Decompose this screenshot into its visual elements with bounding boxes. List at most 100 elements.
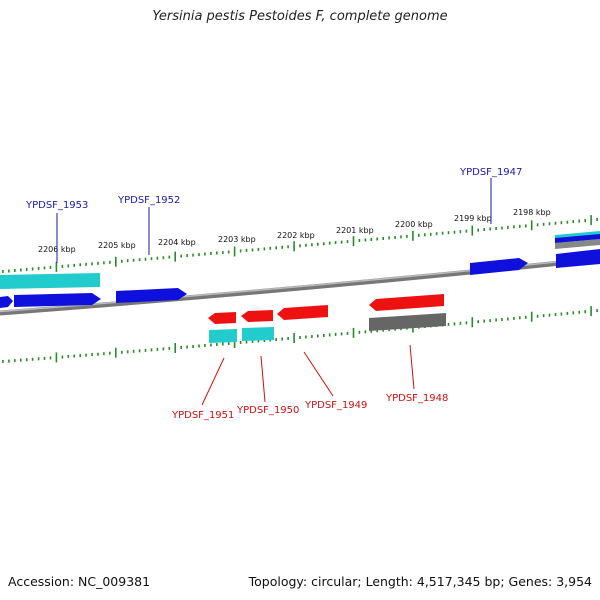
tick-minor	[501, 226, 503, 230]
reverse-gene-1950[interactable]	[241, 310, 273, 322]
tick-minor	[596, 309, 598, 313]
tick-minor	[168, 255, 171, 259]
cyan-gene-1951[interactable]	[209, 329, 237, 343]
reverse-gene-1949[interactable]	[277, 305, 328, 320]
tick-minor	[79, 263, 81, 267]
tick-minor	[317, 242, 319, 246]
tick-minor	[299, 336, 301, 339]
gene-label-1953[interactable]: YPDSF_1953	[25, 200, 88, 211]
tick-minor	[536, 314, 539, 318]
reverse-gene-1948[interactable]	[369, 294, 444, 311]
reverse-gene-1951[interactable]	[208, 312, 236, 324]
tick-minor	[477, 320, 479, 324]
tick-minor	[376, 237, 378, 241]
forward-gene-1952[interactable]	[116, 288, 187, 303]
tick-minor	[61, 264, 64, 268]
tick-minor	[578, 310, 580, 314]
tick-major	[233, 338, 236, 348]
tick-major	[55, 352, 58, 363]
tick-minor	[287, 337, 289, 340]
top-tick-track	[2, 215, 598, 273]
cyan-gene-1950[interactable]	[242, 327, 274, 341]
tick-minor	[477, 228, 479, 232]
callout-line-1951	[201, 357, 225, 406]
tick-minor	[222, 251, 224, 254]
tick-minor	[210, 343, 212, 347]
tick-minor	[376, 329, 378, 333]
tick-minor	[453, 322, 456, 326]
tick-minor	[578, 219, 580, 223]
gray-gene-right-top[interactable]	[555, 239, 600, 249]
forward-gene-right-edge[interactable]	[556, 249, 600, 268]
tick-major	[471, 225, 474, 236]
tick-minor	[31, 357, 34, 361]
tick-minor	[25, 267, 28, 271]
tick-minor	[424, 233, 426, 237]
tick-minor	[584, 310, 586, 314]
gene-label-1950[interactable]: YPDSF_1950	[236, 405, 299, 416]
tick-minor	[317, 334, 319, 338]
tick-minor	[340, 332, 343, 336]
gene-label-1949[interactable]: YPDSF_1949	[304, 400, 367, 411]
tick-minor	[150, 257, 153, 261]
forward-gene-left-stub[interactable]	[0, 296, 13, 308]
gray-gene-1948[interactable]	[369, 313, 446, 331]
forward-gene-1947[interactable]	[470, 258, 528, 275]
forward-gene-right-top[interactable]	[555, 234, 600, 243]
kbp-label-2200: 2200 kbp	[395, 220, 433, 229]
tick-minor	[406, 234, 408, 238]
tick-minor	[388, 236, 390, 240]
tick-minor	[364, 330, 367, 334]
tick-minor	[311, 335, 313, 338]
tick-minor	[305, 335, 307, 339]
tick-minor	[14, 269, 16, 272]
tick-minor	[97, 352, 99, 356]
tick-minor	[192, 253, 194, 257]
tick-minor	[370, 329, 373, 333]
tick-major	[174, 343, 176, 353]
tick-minor	[334, 332, 337, 336]
tick-minor	[429, 232, 432, 236]
tick-minor	[269, 246, 272, 250]
tick-major	[293, 333, 295, 343]
tick-minor	[513, 316, 515, 320]
tick-major	[115, 256, 117, 267]
tick-minor	[400, 235, 402, 239]
gene-label-1947[interactable]: YPDSF_1947	[459, 167, 522, 178]
gene-label-1948[interactable]: YPDSF_1948	[385, 393, 448, 404]
kbp-label-2201: 2201 kbp	[336, 226, 374, 235]
forward-gene-1953[interactable]	[14, 293, 101, 307]
genome-title: Yersinia pestis Pestoides F, complete ge…	[152, 9, 448, 24]
tick-minor	[507, 317, 509, 321]
tick-minor	[43, 266, 46, 270]
tick-minor	[281, 245, 283, 249]
tick-minor	[382, 237, 384, 240]
tick-minor	[495, 318, 497, 322]
tick-minor	[216, 251, 218, 255]
tick-minor	[489, 227, 491, 231]
tick-minor	[109, 260, 111, 264]
tick-minor	[572, 311, 575, 315]
tick-minor	[560, 221, 563, 225]
gene-label-1952[interactable]: YPDSF_1952	[117, 195, 180, 206]
tick-minor	[132, 258, 135, 262]
tick-minor	[132, 349, 135, 353]
reverse-strand-genes	[208, 294, 446, 343]
tick-minor	[239, 341, 242, 344]
tick-minor	[513, 225, 515, 229]
tick-major	[590, 215, 592, 226]
tick-minor	[257, 247, 260, 251]
gene-label-1951[interactable]: YPDSF_1951	[171, 410, 234, 421]
tick-minor	[418, 233, 420, 237]
tick-minor	[49, 265, 52, 269]
tick-minor	[542, 222, 545, 226]
tick-minor	[519, 316, 521, 320]
tick-minor	[328, 333, 331, 337]
tick-minor	[548, 222, 551, 226]
tick-minor	[162, 347, 165, 351]
tick-minor	[73, 263, 75, 267]
tick-minor	[85, 353, 87, 357]
tick-minor	[554, 221, 557, 225]
kbp-label-2202: 2202 kbp	[277, 231, 315, 240]
cyan-gene-bar-left[interactable]	[0, 273, 100, 289]
